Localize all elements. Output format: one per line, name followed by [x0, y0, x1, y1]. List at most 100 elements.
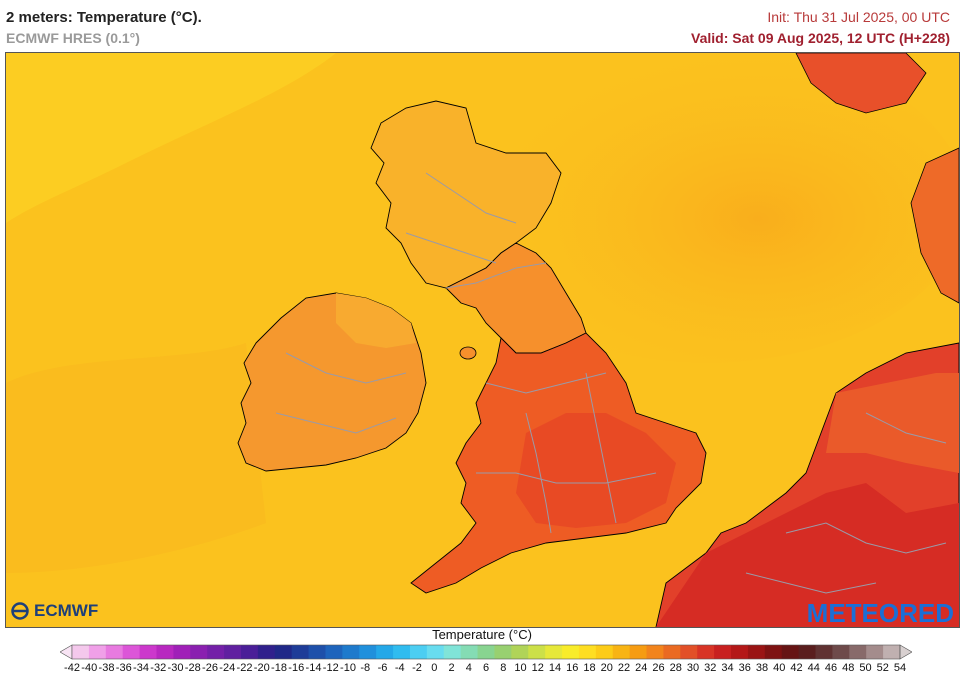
colorbar-segment — [443, 645, 462, 659]
land-continent-hot — [656, 483, 959, 627]
colorbar-tick-label: 24 — [635, 662, 648, 674]
colorbar-segment — [308, 645, 326, 659]
land-northern-england — [445, 242, 587, 354]
colorbar-segment — [578, 645, 597, 659]
colorbar-segment — [832, 645, 850, 659]
colorbar-segment — [291, 645, 310, 659]
meteored-logo: METEORED — [806, 598, 954, 628]
colorbar-segment — [849, 645, 867, 659]
colorbar-segment — [88, 645, 107, 659]
colorbar-tick-label: 14 — [548, 662, 562, 674]
cool-sea-northwest — [6, 53, 336, 223]
colorbar-segment — [207, 645, 225, 659]
colorbar-tick-label: 48 — [842, 662, 855, 674]
colorbar-tick-label: -32 — [150, 662, 167, 674]
colorbar-segment — [781, 645, 800, 659]
colorbar-tick-label: -6 — [377, 662, 388, 674]
colorbar-tick-label: -16 — [288, 662, 305, 674]
colorbar-tick-label: 6 — [482, 662, 490, 674]
colorbar-tick-label: 34 — [721, 662, 734, 674]
colorbar-segment — [240, 645, 259, 659]
init-time: Init: Thu 31 Jul 2025, 00 UTC — [767, 9, 950, 25]
colorbar-tick-label: -40 — [81, 662, 98, 674]
colorbar-tick-label: -24 — [219, 662, 236, 674]
colorbar-segment — [376, 645, 394, 659]
colorbar-segment — [156, 645, 174, 659]
colorbar-segment — [409, 645, 428, 659]
land-northern-ireland — [336, 293, 416, 348]
colorbar-tick-label: -4 — [394, 662, 405, 674]
colorbar-tick-label: 36 — [738, 662, 751, 674]
colorbar-arrow-right — [899, 644, 912, 660]
colorbar-segment — [562, 645, 580, 659]
colorbar-segment — [274, 645, 293, 659]
colorbar-tick-label: 30 — [686, 662, 700, 674]
land-southeast-england — [516, 413, 676, 528]
colorbar-segment — [697, 645, 715, 659]
colorbar-tick-label: 2 — [448, 662, 455, 674]
legend-title: Temperature (°C) — [432, 627, 532, 642]
colorbar-tick-label: -20 — [253, 662, 270, 674]
colorbar-tick-label: -10 — [340, 662, 356, 674]
ecmwf-logo-icon — [11, 602, 29, 620]
land-netherlands — [826, 373, 959, 473]
colorbar-segment — [257, 645, 276, 659]
colorbar-tick-label: 22 — [617, 662, 631, 674]
colorbar-tick-label: -38 — [98, 662, 115, 674]
temperature-map[interactable] — [5, 52, 960, 628]
colorbar-tick-labels: -42 -40 -38 -36 -34 -32 -30 -28 -26 -24 -22 -20 -18-… — [0, 662, 964, 676]
colorbar-segment — [359, 645, 377, 659]
temperature-colorbar — [60, 644, 912, 660]
colorbar-tick-label: -2 — [412, 662, 422, 674]
colorbar-tick-label: -34 — [133, 662, 149, 674]
map-canvas — [6, 53, 959, 627]
colorbar-tick-label: -14 — [305, 662, 322, 674]
colorbar-tick-label: -26 — [202, 662, 218, 674]
colorbar-tick-label: 4 — [465, 662, 472, 674]
colorbar-tick-label: -22 — [236, 662, 253, 674]
colorbar-segment — [714, 645, 732, 659]
colorbar-segment — [629, 645, 648, 659]
colorbar-tick-label: -8 — [360, 662, 371, 674]
colorbar-tick-label: 44 — [807, 662, 820, 674]
model-label: ECMWF HRES (0.1°) — [6, 30, 140, 46]
admin-borders — [275, 172, 947, 594]
colorbar-tick-label: -12 — [322, 662, 339, 674]
colorbar-segment — [460, 645, 479, 659]
colorbar-segment — [190, 645, 208, 659]
colorbar-segment — [731, 645, 749, 659]
colorbar-tick-label: 28 — [669, 662, 682, 674]
colorbar-segment — [477, 645, 495, 659]
colorbar-segment — [798, 645, 817, 659]
map-title: 2 meters: Temperature (°C). — [6, 9, 202, 26]
sea-west-ireland — [6, 343, 266, 573]
colorbar-segment — [511, 645, 529, 659]
colorbar-segment — [122, 645, 141, 659]
colorbar-segment — [325, 645, 343, 659]
colorbar-tick-label: 8 — [500, 662, 507, 674]
colorbar-tick-label: -28 — [184, 662, 201, 674]
colorbar-segment — [224, 645, 242, 659]
colorbar-tick-label: -36 — [115, 662, 132, 674]
colorbar-tick-label: 12 — [531, 662, 544, 674]
land-isle-of-man — [459, 346, 477, 360]
colorbar-segment — [426, 645, 445, 659]
colorbar-tick-label: 20 — [600, 662, 613, 674]
warm-sea-north — [446, 53, 959, 363]
valid-time: Valid: Sat 09 Aug 2025, 12 UTC (H+228) — [691, 30, 950, 46]
colorbar-segment — [883, 645, 901, 659]
colorbar-segment — [139, 645, 157, 659]
colorbar-tick-label: 26 — [652, 662, 665, 674]
ecmwf-logo-text: ECMWF — [34, 601, 99, 620]
colorbar-tick-label: 40 — [773, 662, 786, 674]
colorbar-segment — [646, 645, 664, 659]
land-denmark — [910, 147, 959, 304]
ecmwf-logo: ECMWF — [9, 600, 98, 622]
colorbar-segment — [393, 645, 411, 659]
colorbar-segment — [342, 645, 360, 659]
colorbar-segment — [866, 645, 884, 659]
colorbar-segment — [72, 645, 90, 659]
colorbar-tick-label: 10 — [514, 662, 527, 674]
colorbar-segment — [663, 645, 681, 659]
colorbar-tick-label: 16 — [566, 662, 579, 674]
